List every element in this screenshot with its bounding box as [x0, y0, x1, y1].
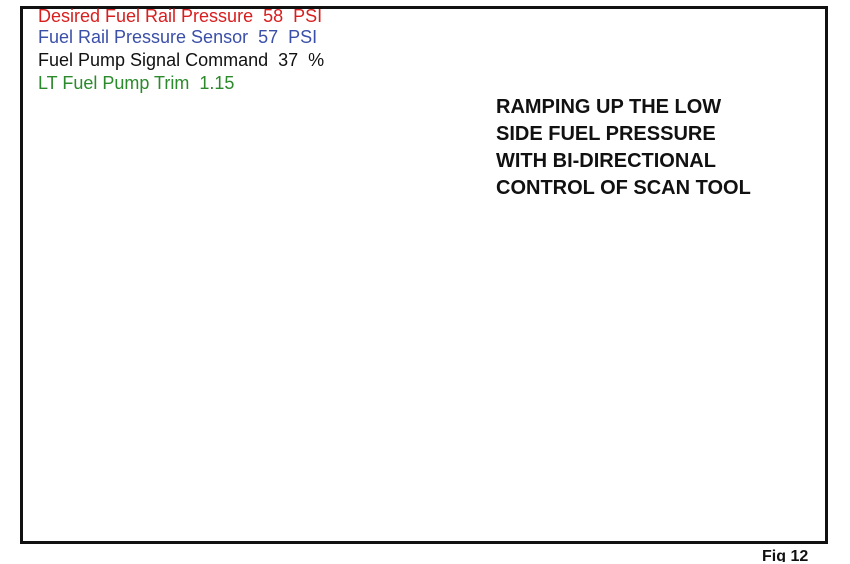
annotation-line: WITH BI-DIRECTIONAL — [496, 150, 716, 172]
legend-value: 37 — [278, 50, 299, 70]
annotation-line: SIDE FUEL PRESSURE — [496, 123, 716, 145]
figure-label: Fig 12 — [762, 548, 809, 562]
legend-fuel-rail-pressure-sensor: Fuel Rail Pressure Sensor 57 PSI — [38, 27, 317, 47]
legend-unit: PSI — [293, 6, 323, 26]
legend-fuel-pump-signal-command: Fuel Pump Signal Command 37% — [38, 50, 324, 70]
legend-desired-fuel-rail-pressure: Desired Fuel Rail Pressure 58 PSI — [38, 6, 322, 26]
annotation-line: RAMPING UP THE LOW — [496, 96, 722, 118]
annotation-text: RAMPING UP THE LOW SIDE FUEL PRESSURE WI… — [496, 94, 751, 202]
legend-label: Fuel Pump Signal Command — [38, 50, 269, 70]
legend-unit: PSI — [288, 27, 318, 47]
graph-frame — [20, 6, 828, 544]
legend-label: Desired Fuel Rail Pressure — [38, 6, 254, 26]
annotation-line: CONTROL OF SCAN TOOL — [496, 177, 751, 199]
legend-value: 58 — [263, 6, 284, 26]
legend-unit: % — [308, 50, 325, 70]
legend-label: LT Fuel Pump Trim — [38, 73, 190, 93]
legend-value: 57 — [258, 27, 279, 47]
legend-label: Fuel Rail Pressure Sensor — [38, 27, 249, 47]
legend-lt-fuel-pump-trim: LT Fuel Pump Trim 1.15 — [38, 73, 234, 93]
legend-value: 1.15 — [199, 73, 235, 93]
